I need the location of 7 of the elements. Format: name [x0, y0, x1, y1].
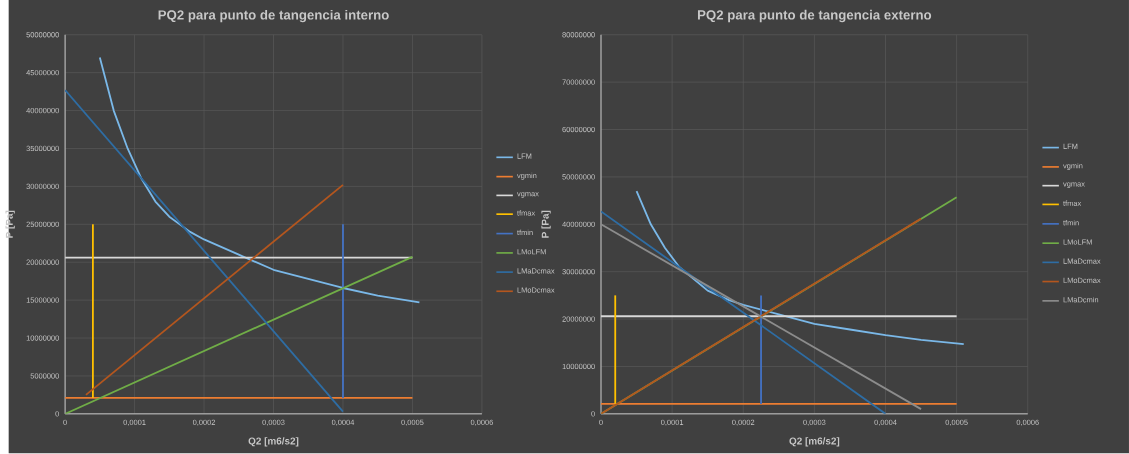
y-axis-title: P [Pa]: [5, 211, 15, 238]
chart-title: PQ2 para punto de tangencia externo: [697, 10, 932, 23]
x-axis-title: Q2 [m6/s2]: [789, 437, 840, 447]
x-axis-title: Q2 [m6/s2]: [248, 437, 299, 447]
y-axis-title: P [Pa]: [541, 211, 551, 238]
chart-title: PQ2 para punto de tangencia interno: [158, 10, 389, 23]
line-series: [635, 190, 965, 346]
